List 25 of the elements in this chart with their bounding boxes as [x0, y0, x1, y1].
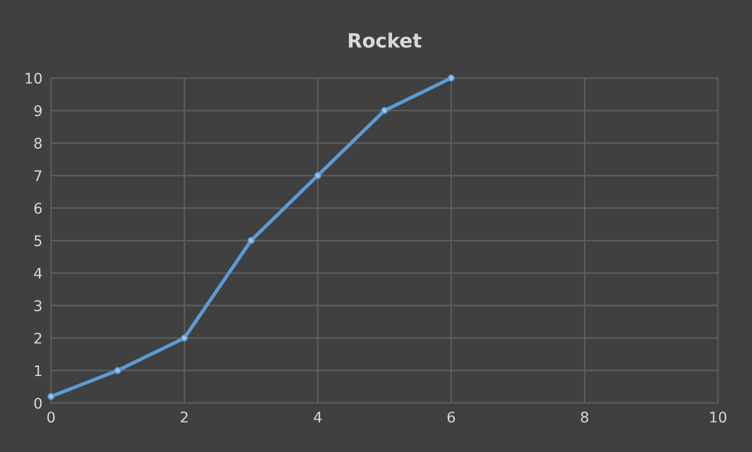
x-tick-label: 2	[180, 412, 188, 422]
point	[48, 393, 54, 400]
y-tick-label: 10	[26, 72, 42, 84]
y-tick-label: 3	[34, 300, 42, 312]
x-tick-label: 0	[47, 412, 55, 423]
point	[448, 74, 455, 82]
y-tick-label: 2	[34, 332, 42, 344]
x-tick-label: 4	[314, 412, 322, 422]
y-tick-label: 6	[34, 202, 42, 214]
x-tick-label: 10	[710, 412, 726, 423]
x-tick-label: 6	[448, 412, 455, 423]
y-tick-label: 4	[34, 268, 42, 279]
y-tick-label: 5	[34, 235, 42, 246]
point	[381, 107, 388, 114]
point	[248, 237, 255, 244]
point	[180, 334, 188, 342]
point	[114, 367, 122, 374]
y-tick-label: 8	[34, 138, 42, 149]
x-tick-label: 8	[580, 412, 588, 423]
y-tick-label: 9	[34, 105, 42, 116]
y-tick-label: 7	[34, 170, 42, 182]
y-tick-label: 1	[34, 365, 42, 376]
y-tick-label: 0	[34, 398, 42, 409]
chart-title: Rocket	[348, 32, 422, 48]
point	[314, 172, 322, 179]
